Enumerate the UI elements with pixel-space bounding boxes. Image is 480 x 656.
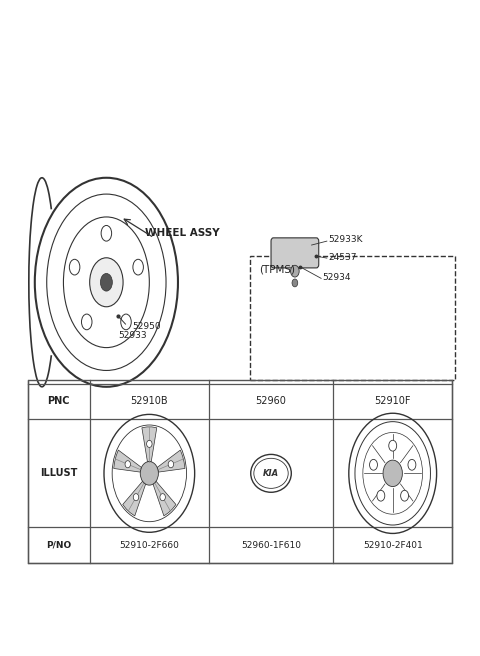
Text: 52950: 52950 — [132, 322, 161, 331]
Polygon shape — [153, 482, 176, 516]
Ellipse shape — [140, 462, 158, 485]
Ellipse shape — [292, 279, 298, 287]
Ellipse shape — [100, 274, 112, 291]
Polygon shape — [142, 427, 157, 462]
Text: 52960-1F610: 52960-1F610 — [241, 541, 301, 550]
Text: 52933K: 52933K — [328, 236, 363, 244]
Text: (TPMS): (TPMS) — [259, 264, 295, 274]
Text: 24537: 24537 — [328, 253, 357, 262]
Text: 52910B: 52910B — [131, 396, 168, 407]
Ellipse shape — [146, 440, 152, 447]
Text: 52934: 52934 — [322, 273, 350, 282]
Ellipse shape — [370, 459, 377, 470]
Ellipse shape — [101, 226, 112, 241]
Ellipse shape — [90, 258, 123, 307]
Text: 52910-2F401: 52910-2F401 — [363, 541, 422, 550]
Polygon shape — [157, 450, 185, 472]
Ellipse shape — [82, 314, 92, 330]
Text: 52960: 52960 — [255, 396, 287, 407]
Ellipse shape — [408, 459, 416, 470]
Ellipse shape — [251, 455, 291, 492]
Ellipse shape — [389, 440, 396, 451]
Text: ILLUST: ILLUST — [40, 468, 77, 478]
Text: KIA: KIA — [263, 469, 279, 478]
Polygon shape — [123, 482, 145, 516]
Text: WHEEL ASSY: WHEEL ASSY — [145, 228, 220, 238]
FancyBboxPatch shape — [271, 238, 319, 268]
Ellipse shape — [125, 461, 131, 468]
Polygon shape — [114, 450, 142, 472]
Ellipse shape — [160, 494, 166, 501]
Ellipse shape — [401, 490, 408, 501]
Ellipse shape — [290, 265, 299, 277]
Ellipse shape — [133, 494, 139, 501]
Text: 52933: 52933 — [118, 331, 147, 340]
Text: 52910-2F660: 52910-2F660 — [120, 541, 179, 550]
Ellipse shape — [69, 259, 80, 275]
Text: P/NO: P/NO — [46, 541, 72, 550]
Ellipse shape — [133, 259, 144, 275]
Ellipse shape — [383, 460, 402, 487]
Ellipse shape — [121, 314, 131, 330]
Ellipse shape — [168, 461, 174, 468]
Ellipse shape — [377, 490, 385, 501]
Text: 52910F: 52910F — [374, 396, 411, 407]
Text: PNC: PNC — [48, 396, 70, 407]
